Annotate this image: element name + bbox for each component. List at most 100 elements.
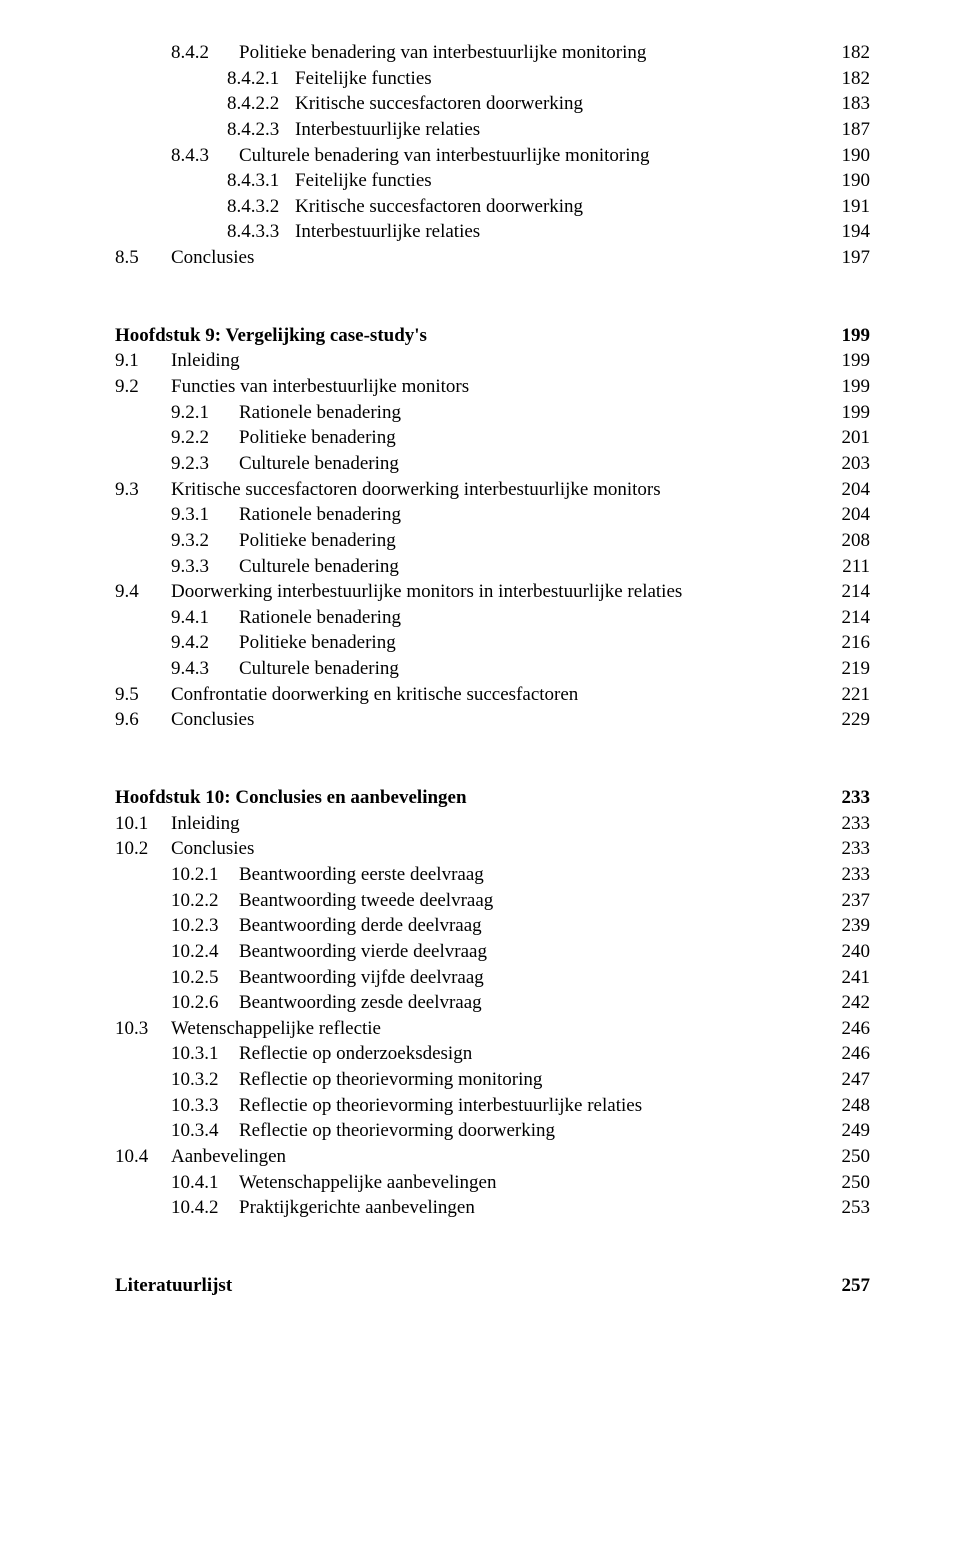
- toc-entry: 9.4Doorwerking interbestuurlijke monitor…: [115, 579, 870, 605]
- toc-entry-label: 10.2.3Beantwoording derde deelvraag: [115, 913, 822, 939]
- toc-entry-page: 229: [822, 707, 871, 733]
- toc-entry-number: 9.4.1: [171, 605, 239, 631]
- chapter-page: 233: [822, 785, 871, 811]
- spacer: [115, 1221, 870, 1273]
- toc-entry-page: 241: [822, 965, 871, 991]
- toc-entry: 10.4Aanbevelingen250: [115, 1144, 870, 1170]
- toc-entry: 10.2.3Beantwoording derde deelvraag239: [115, 913, 870, 939]
- toc-entry-number: 9.3.3: [171, 554, 239, 580]
- toc-entry-number: 10.3.4: [171, 1118, 239, 1144]
- toc-entry-page: 194: [822, 219, 871, 245]
- toc-entry-page: 211: [822, 554, 870, 580]
- toc-entry-number: 8.4.3.2: [227, 194, 295, 220]
- chapter-title: Hoofdstuk 10: Conclusies en aanbevelinge…: [115, 785, 822, 811]
- toc-entry-label: 10.2.6Beantwoording zesde deelvraag: [115, 990, 822, 1016]
- toc-entry: 10.2.1Beantwoording eerste deelvraag233: [115, 862, 870, 888]
- toc-entry-number: 10.2.4: [171, 939, 239, 965]
- toc-entry-label: 9.2.2Politieke benadering: [115, 425, 822, 451]
- toc-entry-label: 9.2Functies van interbestuurlijke monito…: [115, 374, 822, 400]
- section-8-continued: 8.4.2Politieke benadering van interbestu…: [115, 40, 870, 271]
- toc-entry-page: 191: [822, 194, 871, 220]
- toc-entry-page: 247: [822, 1067, 871, 1093]
- toc-entry-number: 8.4.2.3: [227, 117, 295, 143]
- toc-entry: 9.4.3Culturele benadering219: [115, 656, 870, 682]
- toc-entry-page: 199: [822, 348, 871, 374]
- toc-entry-page: 183: [822, 91, 871, 117]
- toc-entry-number: 9.3.1: [171, 502, 239, 528]
- toc-entry-number: 10.4.1: [171, 1170, 239, 1196]
- toc-entry-page: 246: [822, 1016, 871, 1042]
- toc-entry: 8.4.3.1Feitelijke functies190: [115, 168, 870, 194]
- toc-entry-label: 10.1Inleiding: [115, 811, 822, 837]
- toc-entry-page: 197: [822, 245, 871, 271]
- toc-entry-number: 10.3.1: [171, 1041, 239, 1067]
- toc-entry-number: 10.2: [115, 836, 171, 862]
- toc-entry-label: 9.4.2Politieke benadering: [115, 630, 822, 656]
- toc-entry-number: 9.2: [115, 374, 171, 400]
- toc-entry-number: 8.4.2.2: [227, 91, 295, 117]
- toc-entry: 10.3.3Reflectie op theorievorming interb…: [115, 1093, 870, 1119]
- chapter-9-heading: Hoofdstuk 9: Vergelijking case-study's 1…: [115, 323, 870, 349]
- toc-entry: 9.4.1Rationele benadering214: [115, 605, 870, 631]
- toc-entry-page: 233: [822, 836, 871, 862]
- toc-entry-number: 8.5: [115, 245, 171, 271]
- toc-entry-page: 239: [822, 913, 871, 939]
- toc-entry: 9.3.3Culturele benadering211: [115, 554, 870, 580]
- chapter-10-entries: 10.1Inleiding23310.2Conclusies23310.2.1B…: [115, 811, 870, 1221]
- toc-entry: 8.4.3.2Kritische succesfactoren doorwerk…: [115, 194, 870, 220]
- toc-entry-label: 9.4Doorwerking interbestuurlijke monitor…: [115, 579, 822, 605]
- toc-entry-number: 10.2.5: [171, 965, 239, 991]
- toc-entry-number: 10.3.2: [171, 1067, 239, 1093]
- toc-entry: 10.4.1Wetenschappelijke aanbevelingen250: [115, 1170, 870, 1196]
- toc-entry-page: 246: [822, 1041, 871, 1067]
- toc-entry-number: 8.4.3: [171, 143, 239, 169]
- toc-entry: 9.1Inleiding199: [115, 348, 870, 374]
- toc-entry-label: 10.4Aanbevelingen: [115, 1144, 822, 1170]
- toc-entry-label: 10.3.2Reflectie op theorievorming monito…: [115, 1067, 822, 1093]
- toc-entry-label: 8.4.2Politieke benadering van interbestu…: [115, 40, 822, 66]
- toc-page: 8.4.2Politieke benadering van interbestu…: [0, 0, 960, 1339]
- toc-entry-label: 9.3.1Rationele benadering: [115, 502, 822, 528]
- toc-entry: 10.1Inleiding233: [115, 811, 870, 837]
- toc-entry: 10.2.5Beantwoording vijfde deelvraag241: [115, 965, 870, 991]
- toc-entry-label: 9.5Confrontatie doorwerking en kritische…: [115, 682, 822, 708]
- toc-entry: 10.2Conclusies233: [115, 836, 870, 862]
- toc-entry: 8.4.2.1Feitelijke functies182: [115, 66, 870, 92]
- toc-entry: 10.2.6Beantwoording zesde deelvraag242: [115, 990, 870, 1016]
- toc-entry-number: 8.4.2: [171, 40, 239, 66]
- toc-entry-page: 253: [822, 1195, 871, 1221]
- toc-entry-label: 10.3.1Reflectie op onderzoeksdesign: [115, 1041, 822, 1067]
- toc-entry-number: 9.3.2: [171, 528, 239, 554]
- toc-entry: 8.5Conclusies197: [115, 245, 870, 271]
- toc-entry-label: 10.2Conclusies: [115, 836, 822, 862]
- toc-entry-page: 190: [822, 168, 871, 194]
- toc-entry: 9.3Kritische succesfactoren doorwerking …: [115, 477, 870, 503]
- toc-entry-label: 10.4.2Praktijkgerichte aanbevelingen: [115, 1195, 822, 1221]
- toc-entry-number: 9.4: [115, 579, 171, 605]
- toc-entry-page: 208: [822, 528, 871, 554]
- toc-entry-number: 10.3: [115, 1016, 171, 1042]
- toc-entry: 10.3.2Reflectie op theorievorming monito…: [115, 1067, 870, 1093]
- toc-entry-label: 9.3.3Culturele benadering: [115, 554, 822, 580]
- literature-page: 257: [822, 1273, 871, 1299]
- toc-entry: 9.3.1Rationele benadering204: [115, 502, 870, 528]
- toc-entry-label: 9.4.3Culturele benadering: [115, 656, 822, 682]
- toc-entry-page: 237: [822, 888, 871, 914]
- chapter-page: 199: [822, 323, 871, 349]
- toc-entry: 9.6Conclusies229: [115, 707, 870, 733]
- toc-entry: 9.4.2Politieke benadering216: [115, 630, 870, 656]
- toc-entry-label: 10.2.2Beantwoording tweede deelvraag: [115, 888, 822, 914]
- toc-entry-number: 8.4.3.1: [227, 168, 295, 194]
- toc-entry: 8.4.2Politieke benadering van interbestu…: [115, 40, 870, 66]
- toc-entry-number: 9.4.3: [171, 656, 239, 682]
- toc-entry-number: 9.5: [115, 682, 171, 708]
- toc-entry: 9.5Confrontatie doorwerking en kritische…: [115, 682, 870, 708]
- toc-entry-page: 204: [822, 502, 871, 528]
- chapter-9-entries: 9.1Inleiding1999.2Functies van interbest…: [115, 348, 870, 733]
- toc-entry: 8.4.2.2Kritische succesfactoren doorwerk…: [115, 91, 870, 117]
- toc-entry-page: 240: [822, 939, 871, 965]
- toc-entry-page: 187: [822, 117, 871, 143]
- toc-entry-label: 9.6Conclusies: [115, 707, 822, 733]
- toc-entry: 10.2.2Beantwoording tweede deelvraag237: [115, 888, 870, 914]
- toc-entry-page: 250: [822, 1170, 871, 1196]
